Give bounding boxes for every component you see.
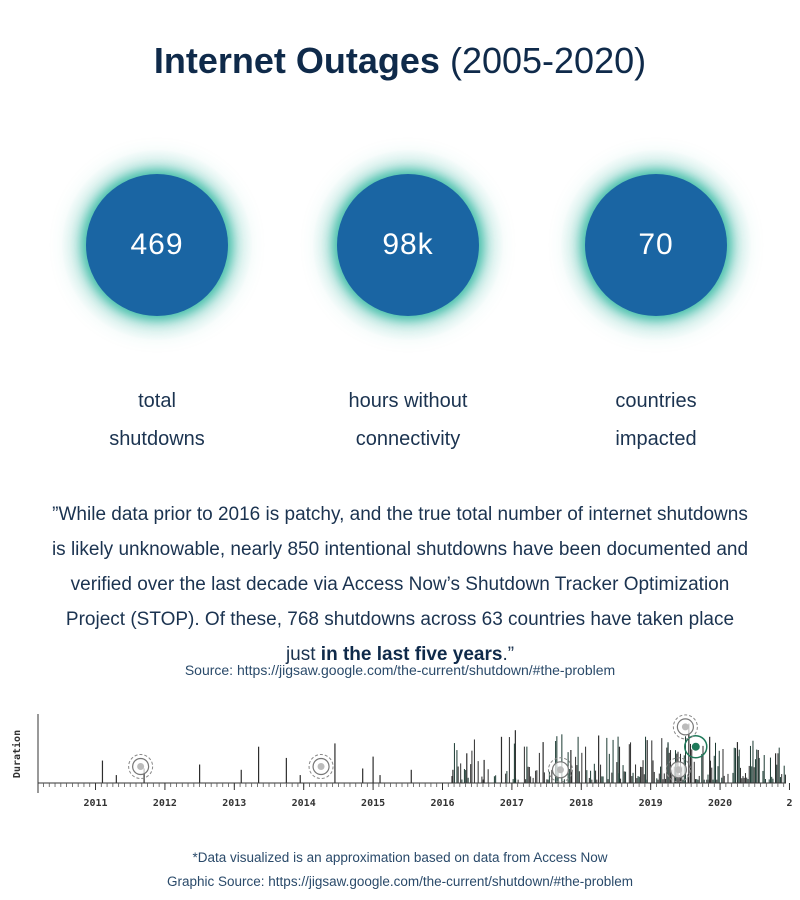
footnote: *Data visualized is an approximation bas… <box>0 846 800 894</box>
highlight-marker-ring <box>684 734 708 759</box>
x-tick-label: 2017 <box>500 798 524 809</box>
title-years: (2005-2020) <box>449 40 647 81</box>
stat-label: hours without connectivity <box>348 390 468 450</box>
y-axis-label: Duration <box>11 730 23 778</box>
x-tick-label: 2020 <box>708 798 732 809</box>
source-citation: Source: https://jigsaw.google.com/the-cu… <box>184 662 616 678</box>
outage-marker-dot <box>556 766 564 774</box>
quote-emphasis: in the last five years <box>320 644 503 665</box>
outage-marker-dot <box>681 723 689 731</box>
title-main: Internet Outages <box>153 40 440 81</box>
outage-marker-ring <box>308 754 334 779</box>
x-tick-label: 2014 <box>292 798 316 809</box>
stat-circle: 98k <box>337 174 479 316</box>
x-tick-label: 2013 <box>222 798 246 809</box>
x-tick-label: 2011 <box>83 798 107 809</box>
page-title: Internet Outages (2005-2020) <box>0 40 800 82</box>
x-tick-label: 2015 <box>361 798 385 809</box>
stat-hours-without-connectivity: 98k hours without connectivity <box>288 150 528 458</box>
stat-label: countries impacted <box>615 390 697 450</box>
outage-timeline-chart: Duration 2011 2012 2013 2014 2015 2016 2017 201… <box>11 714 792 809</box>
stat-label: total shutdowns <box>109 390 205 450</box>
outage-marker-dot <box>317 763 325 770</box>
stat-circle: 70 <box>585 174 727 316</box>
x-tick-label: 2019 <box>639 798 663 809</box>
outage-marker-ring <box>672 714 698 740</box>
footnote-graphic-source: Graphic Source: https://jigsaw.google.co… <box>167 874 633 889</box>
footnote-approximation: *Data visualized is an approximation bas… <box>192 850 608 865</box>
x-tick-label: 2016 <box>430 798 454 809</box>
stat-circle: 469 <box>86 174 228 316</box>
quote-text: ”While data prior to 2016 is patchy, and… <box>51 504 749 665</box>
x-tick-label: 2018 <box>569 798 593 809</box>
highlight-marker-dot <box>691 742 700 751</box>
outage-marker-ring <box>547 757 573 783</box>
x-tick-label: 2012 <box>153 798 177 809</box>
outage-marker-ring <box>128 754 154 779</box>
outage-marker-ring <box>665 757 691 783</box>
outage-marker-dot <box>674 766 682 774</box>
stat-countries-impacted: 70 countries impacted <box>536 150 776 458</box>
stat-total-shutdowns: 469 total shutdowns <box>37 150 277 458</box>
x-tick-label: 2 <box>786 798 792 809</box>
outage-marker-dot <box>137 763 145 770</box>
